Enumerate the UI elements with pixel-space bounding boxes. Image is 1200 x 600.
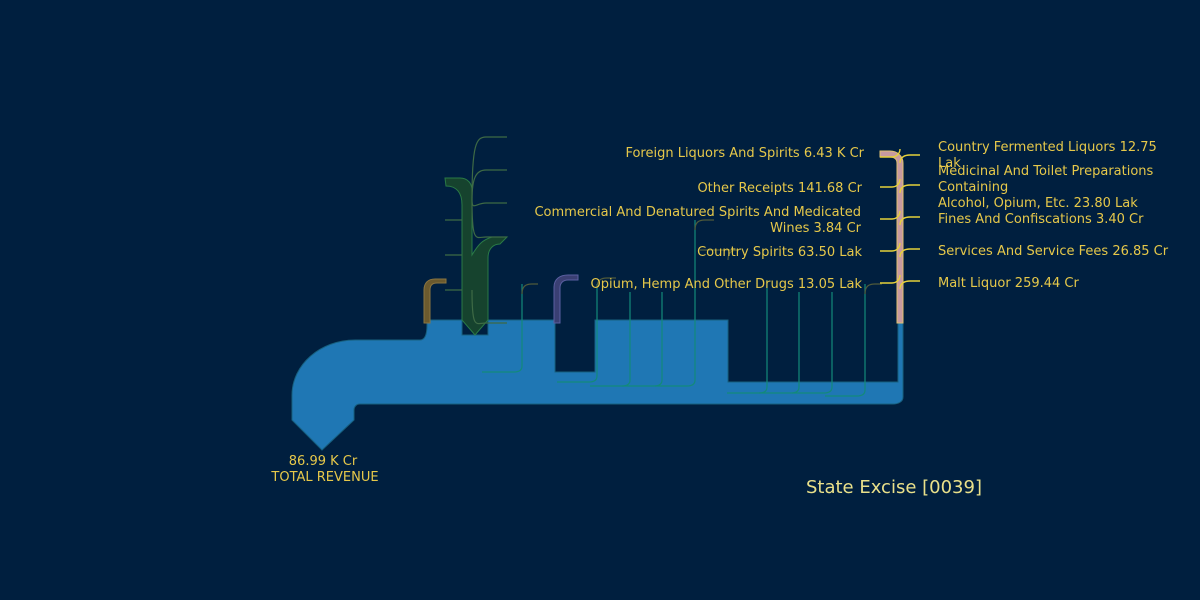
- label-opium-hemp: Opium, Hemp And Other Drugs 13.05 Lak: [591, 277, 863, 292]
- olive-link-4: [700, 249, 739, 261]
- label-medicinal-line2: Containing: [938, 180, 1008, 195]
- yellow-link-2: [880, 210, 920, 226]
- yellow-link-1: [880, 178, 920, 194]
- yellow-link-4: [880, 274, 920, 290]
- label-country-fermented-line2: Lak: [938, 156, 961, 171]
- label-foreign-liquors: Foreign Liquors And Spirits 6.43 K Cr: [625, 146, 864, 161]
- teal-link-1: [557, 284, 598, 383]
- teal-link-4: [655, 220, 696, 387]
- chart-title: State Excise [0039]: [806, 477, 982, 498]
- label-malt-liquor: Malt Liquor 259.44 Cr: [938, 276, 1079, 291]
- thin-link-group: [445, 136, 920, 397]
- label-services-fees: Services And Service Fees 26.85 Cr: [938, 244, 1169, 259]
- green-fan-link-2: [471, 199, 507, 207]
- label-country-spirits: Country Spirits 63.50 Lak: [697, 245, 862, 260]
- small-left-band: [423, 278, 447, 324]
- opium-band: [553, 274, 579, 324]
- malt-liquor-band: [879, 150, 904, 324]
- foreign-liquors-band: [444, 177, 509, 336]
- teal-link-5: [727, 280, 768, 394]
- green-fan-link-4: [471, 289, 507, 325]
- label-country-fermented-line1: Country Fermented Liquors 12.75: [938, 140, 1157, 155]
- label-medicinal-line3: Alcohol, Opium, Etc. 23.80 Lak: [938, 196, 1138, 211]
- yellow-link-0: [880, 148, 920, 164]
- label-commercial-spirits-line1: Commercial And Denatured Spirits And Med…: [534, 205, 861, 220]
- green-stub-links: [445, 219, 462, 291]
- label-medicinal-line1: Medicinal And Toilet Preparations: [938, 164, 1154, 179]
- teal-link-6: [759, 292, 800, 394]
- label-other-receipts: Other Receipts 141.68 Cr: [697, 181, 862, 196]
- teal-link-0: [482, 284, 523, 373]
- teal-link-7: [792, 292, 833, 394]
- label-commercial-spirits-line2: Wines 3.84 Cr: [770, 221, 861, 236]
- olive-link-1: [596, 277, 616, 289]
- green-fan-link-0: [471, 136, 507, 201]
- label-total-name: TOTAL REVENUE: [270, 470, 378, 485]
- olive-link-3: [864, 283, 882, 295]
- label-total-value: 86.99 K Cr: [289, 454, 358, 469]
- teal-link-8: [825, 284, 866, 397]
- green-fan-link-3: [471, 199, 507, 239]
- green-fan-link-1: [471, 169, 507, 201]
- yellow-link-3: [880, 242, 920, 258]
- teal-link-3: [622, 292, 663, 387]
- olive-link-0: [521, 283, 538, 295]
- label-fines: Fines And Confiscations 3.40 Cr: [938, 212, 1144, 227]
- label-group: Foreign Liquors And Spirits 6.43 K Cr Ot…: [270, 140, 1168, 498]
- main-flow-band: [291, 319, 904, 451]
- olive-link-2: [694, 219, 714, 231]
